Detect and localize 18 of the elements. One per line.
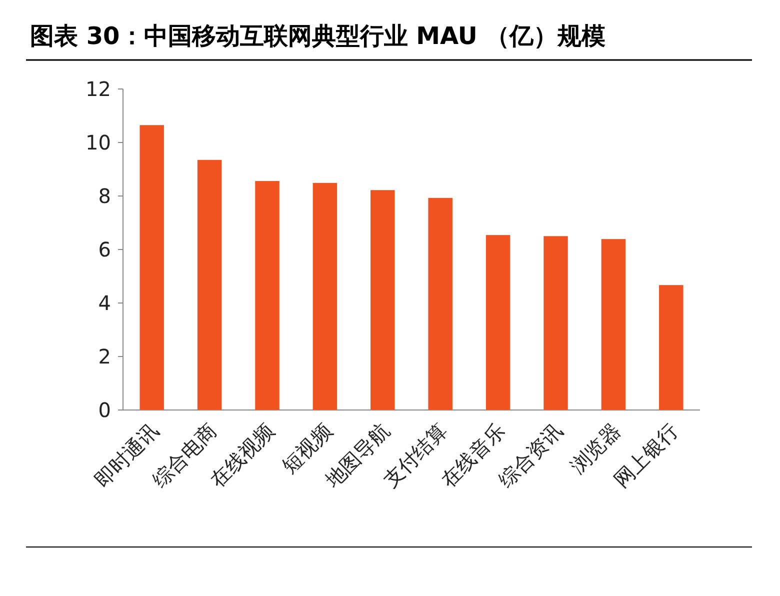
bar — [140, 125, 164, 410]
bar — [428, 198, 452, 410]
y-tick-label: 12 — [86, 77, 111, 101]
y-tick-label: 8 — [98, 184, 111, 208]
bar — [197, 160, 222, 410]
y-tick-label: 4 — [98, 291, 111, 315]
bar — [312, 182, 338, 410]
bar — [659, 285, 684, 410]
bar — [370, 190, 395, 410]
chart-title: 图表 30：中国移动互联网典型行业 MAU （亿）规模 — [30, 22, 606, 50]
y-tick-label: 0 — [98, 398, 111, 422]
bar — [544, 236, 568, 410]
y-tick-label: 6 — [98, 238, 111, 262]
y-tick-label: 10 — [86, 130, 111, 154]
bar — [601, 239, 626, 410]
y-tick-label: 2 — [98, 344, 111, 368]
bar — [255, 181, 280, 410]
bar — [486, 235, 510, 410]
